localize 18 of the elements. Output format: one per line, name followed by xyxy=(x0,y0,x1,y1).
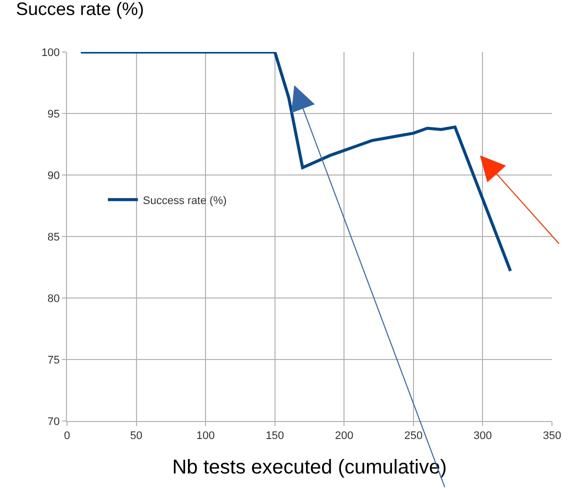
line-series xyxy=(79,52,512,272)
y-tick-label: 100 xyxy=(41,46,60,59)
y-tick-label: 90 xyxy=(48,170,60,182)
y-tick-label: 80 xyxy=(48,292,60,305)
legend-label: Success rate (%) xyxy=(142,194,227,207)
y-tick-label: 70 xyxy=(48,416,60,428)
y-tick-label: 95 xyxy=(48,108,60,120)
x-tick-label: 150 xyxy=(266,430,284,442)
x-tick-label: 0 xyxy=(64,430,70,442)
x-tick-label: 300 xyxy=(474,430,492,442)
y-tick-label: 75 xyxy=(48,354,60,366)
y-tick-label: 85 xyxy=(48,231,60,244)
x-tick-label: 50 xyxy=(130,430,142,442)
x-tick-label: 200 xyxy=(334,430,354,442)
y-axis-title: Succes rate (%) xyxy=(16,0,144,19)
x-tick-label: 100 xyxy=(196,430,215,442)
x-tick-label: 350 xyxy=(542,430,562,442)
x-tick-label: 250 xyxy=(404,430,423,442)
